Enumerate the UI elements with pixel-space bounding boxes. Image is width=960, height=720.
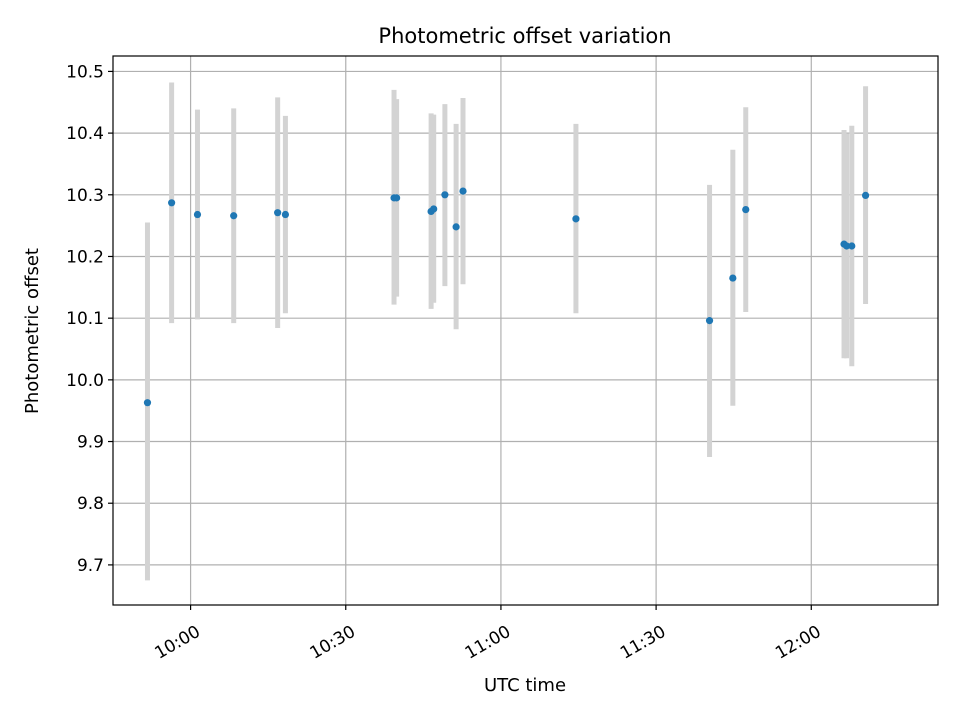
data-point xyxy=(274,209,282,217)
data-point xyxy=(843,242,851,250)
data-point xyxy=(742,205,750,214)
data-point xyxy=(441,191,449,199)
y-axis-ticks: 9.7 9.8 9.9 10.0 10.1 10.2 10.3 10.4 10.5 xyxy=(66,62,113,576)
y-tick-label: 9.8 xyxy=(77,494,104,514)
grid-layer xyxy=(113,56,938,605)
y-tick-label: 9.7 xyxy=(77,556,104,576)
y-tick-label: 10.1 xyxy=(66,309,104,329)
x-axis-title: UTC time xyxy=(484,675,566,696)
data-point xyxy=(168,199,176,207)
data-point xyxy=(729,274,737,282)
y-tick-label: 10.4 xyxy=(66,124,104,144)
y-axis-title: Photometric offset xyxy=(22,248,43,414)
data-point xyxy=(393,194,401,202)
plot-frame xyxy=(112,55,939,606)
data-point xyxy=(193,210,202,219)
point-layer xyxy=(143,187,870,407)
data-point xyxy=(143,399,152,407)
chart-title: Photometric offset variation xyxy=(378,24,671,48)
y-tick-label: 10.5 xyxy=(66,62,104,82)
y-tick-label: 10.0 xyxy=(66,371,104,391)
data-point xyxy=(848,242,856,250)
data-point xyxy=(281,210,290,219)
data-point xyxy=(861,191,870,200)
data-point xyxy=(459,187,467,195)
data-point xyxy=(572,215,580,223)
y-tick-label: 9.9 xyxy=(77,433,104,453)
data-point xyxy=(452,223,460,231)
y-tick-label: 10.2 xyxy=(66,247,104,267)
data-point xyxy=(230,212,238,220)
data-point xyxy=(430,205,438,213)
y-tick-label: 10.3 xyxy=(66,186,104,206)
data-point xyxy=(705,317,714,325)
